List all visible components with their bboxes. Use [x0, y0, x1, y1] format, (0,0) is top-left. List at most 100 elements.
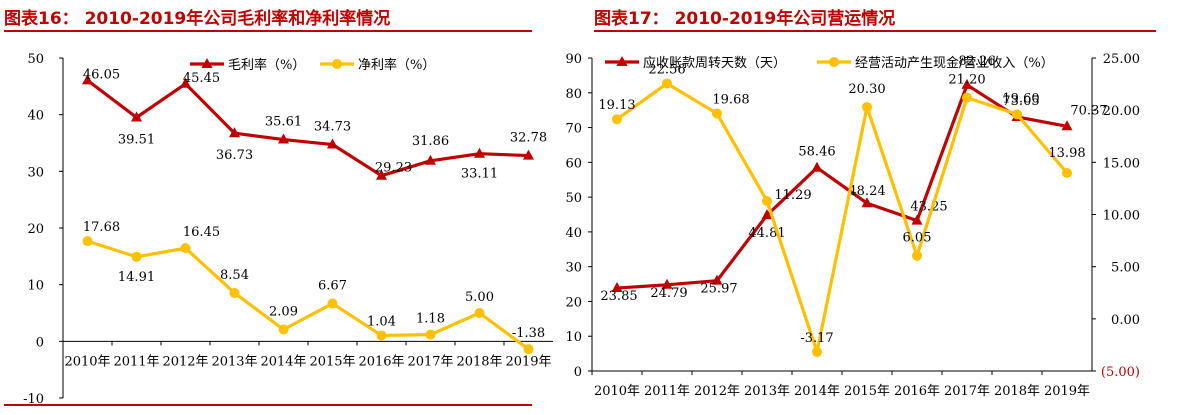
chart1-y-tick-label: 40 [27, 109, 44, 124]
chart2-series-0-data-label: 43.25 [910, 200, 947, 215]
chart2-series-0-point [761, 209, 773, 220]
chart1-series-1-point [376, 330, 387, 341]
chart1-series-1-point [425, 329, 436, 340]
chart2-x-tick-label: 2015年 [844, 384, 890, 399]
chart1-x-tick-label: 2016年 [358, 354, 404, 369]
chart2-x-tick-label: 2019年 [1044, 384, 1090, 399]
chart1-series-0-data-label: 46.05 [83, 67, 120, 82]
chart2-series-0-data-label: 25.97 [700, 282, 737, 297]
chart2-title-rule [594, 30, 1156, 32]
chart2-series-0-point [1061, 120, 1073, 131]
chart1-series-1-point [327, 298, 338, 309]
chart1-series-1-point [82, 236, 93, 247]
chart1-x-tick-label: 2012年 [162, 354, 208, 369]
chart2-series-0-point [811, 161, 823, 172]
chart1-y-tick-label: 30 [27, 165, 44, 180]
chart1-legend-1-marker [332, 59, 342, 69]
chart1-x-tick-label: 2010年 [64, 354, 110, 369]
chart1-series-0-data-label: 39.51 [118, 132, 155, 147]
chart1-legend-0-marker [201, 58, 213, 68]
chart2-series-1-point [812, 346, 822, 357]
chart2-y-tick-label: 60 [565, 156, 582, 171]
chart2-series-0-data-label: 82.26 [958, 54, 995, 69]
chart2-y2-tick-label: 5.00 [1111, 261, 1140, 276]
chart2-series-1-data-label: 19.60 [1002, 91, 1039, 106]
chart1-series-1-data-label: 1.04 [367, 314, 396, 329]
chart1-x-tick-label: 2019年 [505, 354, 551, 369]
chart2-series-1-point [1012, 109, 1022, 120]
chart1-series-0-point [327, 138, 338, 149]
chart2-series-1-point [612, 114, 622, 125]
chart2-x-tick-label: 2017年 [944, 384, 990, 399]
chart2-series-1-data-label: 22.56 [648, 62, 685, 77]
chart1-series-1-point [278, 324, 289, 335]
chart1-y-tick-label: 10 [27, 279, 44, 294]
chart2-y-tick-label: 10 [565, 330, 582, 345]
chart2-series-1-data-label: 13.98 [1048, 146, 1085, 161]
chart1-series-1-data-label: 2.09 [269, 304, 298, 319]
chart1-y-tick-label: -10 [23, 392, 44, 407]
chart2-y-tick-label: 50 [565, 191, 582, 206]
chart1-y-tick-label: 0 [36, 335, 44, 350]
chart1-series-1-data-label: 6.67 [318, 279, 347, 294]
chart2-series-1-data-label: 21.20 [948, 73, 985, 88]
chart2-x-tick-label: 2014年 [794, 384, 840, 399]
chart2-series-1-data-label: -3.17 [800, 331, 833, 346]
chart2-series-0-line [616, 83, 1068, 290]
chart2-title: 图表17： 2010-2019年公司营运情况 [594, 9, 896, 29]
chart2-series-1-point [762, 196, 772, 207]
chart2-legend-0-marker [616, 56, 628, 66]
chart2-series-0-data-label: 73.05 [1002, 94, 1039, 109]
chart1-legend-1-label: 净利率（%） [358, 57, 435, 73]
chart1-series-1-data-label: 1.18 [416, 312, 445, 327]
chart2-series-1-point [662, 78, 672, 89]
chart2-series-1-data-label: 11.29 [774, 188, 811, 203]
chart2-series-1-data-label: 19.13 [598, 98, 635, 113]
chart1-series-1-point [180, 243, 191, 254]
chart2-legend-1-label: 经营活动产生现金/营业收入（%） [855, 55, 1054, 71]
chart1-series-1-data-label: 8.54 [220, 268, 249, 283]
chart1-series-0-data-label: 32.78 [510, 131, 547, 146]
chart1-title: 图表16： 2010-2019年公司毛利率和净利率情况 [4, 9, 391, 29]
chart2-series-0-point [711, 274, 723, 285]
chart2-x-tick-label: 2013年 [744, 384, 790, 399]
chart2-series-0-point [961, 78, 973, 89]
chart1-series-0-point [376, 169, 387, 180]
chart1-series-1-point [523, 344, 534, 355]
chart2-legend-0-label: 应收账款周转天数（天） [643, 55, 786, 71]
chart2-series-0-data-label: 70.37 [1070, 103, 1107, 118]
chart2-y2-tick-label: 25.00 [1103, 52, 1140, 67]
chart2-y2-tick-label: 10.00 [1103, 209, 1140, 224]
chart2-series-0-data-label: 23.85 [600, 289, 637, 304]
chart2-y-tick-label: 0 [574, 365, 582, 380]
chart2-x-tick-label: 2010年 [594, 384, 640, 399]
chart1-series-0-data-label: 33.11 [461, 167, 498, 182]
chart2-series-0-point [661, 278, 673, 289]
chart2-x-tick-label: 2012年 [694, 384, 740, 399]
chart1-series-0-data-label: 31.86 [412, 134, 449, 149]
chart1-x-tick-label: 2015年 [309, 354, 355, 369]
chart1-series-0-point [474, 147, 485, 158]
chart1-x-tick-label: 2018年 [456, 354, 502, 369]
chart1-series-0-point [523, 149, 534, 160]
chart2-y2-tick-label: (5.00) [1101, 365, 1140, 380]
chart1-series-1-data-label: 14.91 [118, 270, 155, 285]
chart2-y-tick-label: 80 [565, 87, 582, 102]
chart2-series-1-point [962, 92, 972, 103]
chart2-series-0-point [911, 214, 923, 225]
chart1-series-0-data-label: 29.23 [375, 161, 412, 176]
chart1-series-0-line [86, 79, 529, 178]
chart2-y-tick-label: 20 [565, 295, 582, 310]
chart1-series-1-data-label: 16.45 [183, 225, 220, 240]
chart1-series-0-point [180, 77, 191, 88]
chart2-y2-tick-label: 15.00 [1103, 156, 1140, 171]
chart1-series-1-data-label: 5.00 [465, 290, 494, 305]
chart2-series-0-data-label: 58.46 [798, 145, 835, 160]
chart1-x-tick-label: 2014年 [260, 354, 306, 369]
chart1-series-1-point [474, 308, 485, 318]
chart2-y2-tick-label: 0.00 [1111, 313, 1140, 328]
chart2-series-1-point [862, 102, 872, 113]
chart2-series-1-data-label: 20.30 [848, 82, 885, 97]
chart2-y2-tick-label: 20.00 [1103, 104, 1140, 119]
